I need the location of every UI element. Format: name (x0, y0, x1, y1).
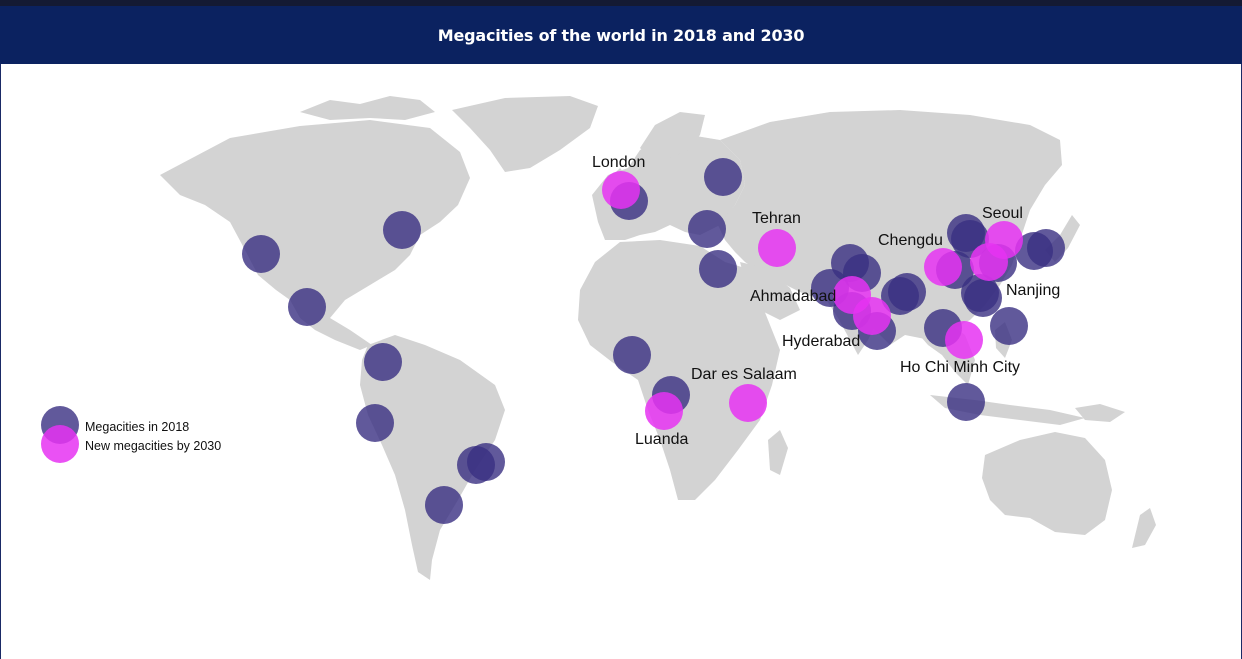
megacity-2018-marker (288, 288, 326, 326)
new-megacity-2030-marker (924, 248, 962, 286)
arctic-islands-shape (300, 96, 435, 120)
megacity-2018-marker (990, 307, 1028, 345)
new-megacity-2030-marker (602, 171, 640, 209)
label-luanda: Luanda (635, 431, 688, 448)
page-title: Megacities of the world in 2018 and 2030 (437, 25, 805, 45)
label-tehran: Tehran (752, 210, 801, 227)
madagascar-shape (768, 430, 788, 475)
legend-label-2030: New megacities by 2030 (85, 439, 221, 453)
scandinavia-shape (640, 112, 705, 160)
city-labels: London Tehran Seoul Chengdu Ahmadabad Na… (592, 154, 1060, 448)
arabia-shape (740, 262, 800, 320)
megacity-2018-marker (425, 486, 463, 524)
megacity-2018-marker (467, 443, 505, 481)
label-nanjing: Nanjing (1006, 282, 1060, 299)
papua-shape (1075, 404, 1125, 422)
label-hyderabad: Hyderabad (782, 333, 860, 350)
north-america-shape (160, 120, 470, 350)
new-megacity-2030-marker (970, 243, 1008, 281)
megacity-2018-marker (964, 279, 1002, 317)
megacity-2018-marker (356, 404, 394, 442)
legend-label-2018: Megacities in 2018 (85, 420, 189, 434)
new-megacity-2030-marker (758, 229, 796, 267)
megacity-2018-marker (699, 250, 737, 288)
new-zealand-shape (1132, 508, 1156, 548)
label-london: London (592, 154, 645, 171)
megacity-2018-marker (383, 211, 421, 249)
africa-shape (578, 240, 780, 500)
label-ahmadabad: Ahmadabad (750, 288, 836, 305)
megacity-2018-marker (888, 273, 926, 311)
label-ho-chi-minh-city: Ho Chi Minh City (900, 359, 1020, 376)
megacity-2018-marker (688, 210, 726, 248)
megacity-2018-marker (947, 383, 985, 421)
label-chengdu: Chengdu (878, 232, 943, 249)
header-bar: Megacities of the world in 2018 and 2030 (0, 6, 1242, 64)
label-seoul: Seoul (982, 205, 1023, 222)
megacity-2018-marker (242, 235, 280, 273)
new-megacity-2030-marker (853, 297, 891, 335)
megacity-2018-marker (1027, 229, 1065, 267)
new-megacity-2030-marker (729, 384, 767, 422)
legend-swatch-2030 (41, 425, 79, 463)
megacity-2018-marker (364, 343, 402, 381)
legend: Megacities in 2018 New megacities by 203… (41, 406, 221, 463)
new-megacity-2030-marker (945, 321, 983, 359)
australia-shape (982, 432, 1112, 535)
megacity-2018-marker (704, 158, 742, 196)
megacity-2018-marker (613, 336, 651, 374)
label-dar-es-salaam: Dar es Salaam (691, 366, 797, 383)
greenland-shape (452, 96, 598, 172)
top-strip (0, 0, 1242, 6)
megacities-2030-markers (602, 171, 1023, 430)
new-megacity-2030-marker (645, 392, 683, 430)
south-america-shape (360, 335, 505, 580)
